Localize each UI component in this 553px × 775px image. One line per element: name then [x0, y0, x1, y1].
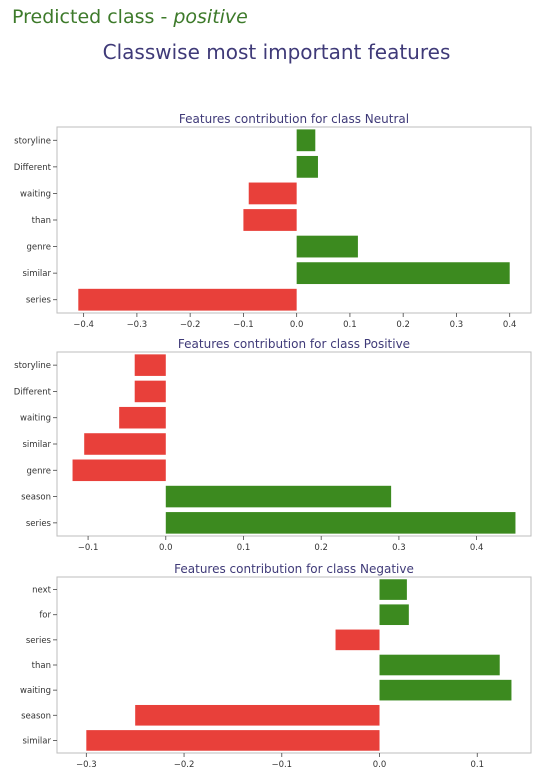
y-tick-label: next: [32, 586, 51, 596]
y-tick-label: Different: [14, 387, 52, 397]
bar-genre: [296, 235, 358, 258]
bar-series: [335, 629, 380, 651]
y-tick-label: waiting: [20, 414, 51, 424]
x-tick-label: 0.1: [470, 760, 484, 770]
y-tick-label: than: [32, 661, 51, 671]
bar-for: [379, 604, 409, 626]
bar-similar: [296, 262, 510, 285]
bar-next: [379, 579, 407, 600]
bar-storyline: [134, 354, 166, 376]
bar-series: [165, 512, 516, 534]
bar-than: [243, 209, 297, 231]
bar-waiting: [248, 182, 297, 205]
bar-than: [379, 654, 500, 676]
bar-season: [165, 485, 392, 508]
y-tick-label: season: [21, 493, 51, 503]
chart-negative: Features contribution for class Negative…: [20, 562, 532, 770]
x-tick-label: 0.2: [314, 543, 328, 553]
y-tick-label: for: [39, 611, 51, 621]
y-tick-label: genre: [26, 243, 51, 253]
y-tick-label: series: [26, 296, 52, 306]
x-tick-label: −0.2: [180, 320, 201, 330]
x-tick-label: −0.4: [73, 320, 94, 330]
y-tick-label: than: [32, 216, 51, 226]
x-tick-label: 0.3: [450, 320, 464, 330]
x-tick-label: −0.3: [127, 320, 148, 330]
y-tick-label: similar: [23, 736, 52, 746]
y-tick-label: storyline: [14, 136, 51, 146]
x-tick-label: 0.1: [237, 543, 251, 553]
prediction-class: positive: [173, 6, 248, 28]
predicted-class-label: Predicted class - positive: [12, 6, 248, 28]
y-tick-label: similar: [23, 269, 52, 279]
bar-different: [296, 155, 318, 178]
bar-season: [135, 704, 380, 726]
bar-storyline: [296, 129, 316, 152]
x-tick-label: 0.4: [470, 543, 484, 553]
bar-waiting: [379, 679, 512, 701]
y-tick-label: series: [26, 636, 52, 646]
x-tick-label: −0.2: [174, 760, 195, 770]
chart-title: Features contribution for class Neutral: [179, 112, 409, 126]
bar-similar: [86, 730, 380, 751]
chart-neutral: Features contribution for class Neutral s…: [14, 112, 532, 330]
y-tick-label: Different: [14, 163, 52, 173]
x-tick-label: 0.0: [290, 320, 304, 330]
x-tick-label: 0.1: [343, 320, 357, 330]
y-tick-label: waiting: [20, 686, 51, 696]
y-tick-label: series: [26, 519, 52, 529]
x-tick-label: 0.0: [373, 760, 387, 770]
x-tick-label: −0.1: [271, 760, 292, 770]
x-tick-label: −0.1: [78, 543, 99, 553]
bar-similar: [84, 433, 166, 455]
chart-title: Features contribution for class Positive: [178, 337, 410, 351]
y-tick-label: genre: [26, 466, 51, 476]
chart-positive: Features contribution for class Positive…: [14, 337, 532, 553]
x-tick-label: 0.4: [503, 320, 517, 330]
x-tick-label: 0.0: [159, 543, 173, 553]
x-tick-label: −0.3: [76, 760, 97, 770]
x-tick-label: 0.3: [392, 543, 406, 553]
y-tick-label: waiting: [20, 189, 51, 199]
y-tick-label: season: [21, 711, 51, 721]
bar-genre: [72, 459, 166, 482]
page-title: Classwise most important features: [102, 40, 451, 64]
bar-series: [78, 288, 297, 311]
y-tick-label: storyline: [14, 361, 51, 371]
x-tick-label: 0.2: [396, 320, 410, 330]
bar-waiting: [119, 406, 166, 429]
x-tick-label: −0.1: [233, 320, 254, 330]
chart-title: Features contribution for class Negative: [174, 562, 414, 576]
y-tick-label: similar: [23, 440, 52, 450]
bar-different: [134, 380, 166, 403]
prediction-prefix: Predicted class -: [12, 6, 174, 28]
